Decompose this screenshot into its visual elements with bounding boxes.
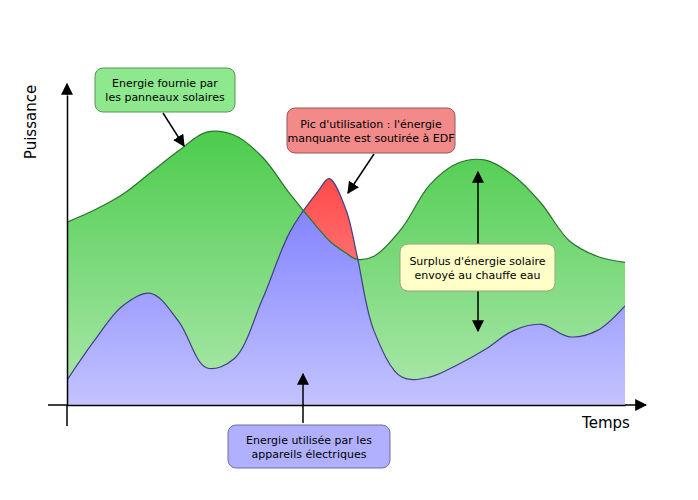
solar-area (67, 131, 625, 405)
annotation-arrow (477, 172, 479, 244)
use-line (67, 179, 625, 381)
chart: Temps Puissance Energie fournie parles pan… (0, 0, 698, 500)
axis-line (68, 405, 626, 407)
annotation-box (228, 425, 390, 468)
annotation-text: Energie utilisée par les (246, 434, 372, 447)
y-axis (67, 96, 68, 406)
annotation-text: manquante est soutirée à EDF (287, 132, 454, 145)
axis-extension (66, 405, 68, 426)
annotation-box (95, 68, 235, 112)
axis-arrows (48, 84, 646, 426)
annotation-arrow (348, 154, 374, 193)
annotation-text: envoyé au chauffe eau (414, 269, 540, 282)
annotation-text: appareils électriques (252, 448, 367, 461)
annotation-arrow (302, 374, 304, 423)
x-axis-title: Temps (581, 414, 630, 432)
annotation-box (287, 108, 455, 153)
annotation-text: Pic d'utilisation : l'énergie (300, 118, 442, 131)
annotation-arrow (477, 291, 479, 331)
axis-line (67, 96, 69, 406)
axis-arrow (625, 404, 646, 406)
y-axis-title: Puissance (22, 85, 40, 159)
x-axis (68, 405, 626, 406)
use-area (67, 179, 625, 405)
annotation-box (400, 244, 555, 291)
annotation-text: les panneaux solaires (105, 91, 225, 104)
annotation-text: Energie fournie par (112, 77, 218, 90)
annotation-text: Surplus d'énergie solaire (409, 255, 545, 268)
annotation: Pic d'utilisation : l'énergiemanquante e… (287, 108, 455, 193)
annotation-arrow (163, 113, 184, 146)
axis-extension (48, 404, 67, 406)
plot-area (67, 131, 625, 405)
annotations: Energie fournie parles panneaux solaires… (95, 68, 555, 468)
use-group (67, 179, 625, 405)
annotation: Energie fournie parles panneaux solaires (95, 68, 235, 146)
axis-arrow (66, 84, 68, 95)
annotation: Surplus d'énergie solaireenvoyé au chauf… (400, 244, 555, 291)
annotation: Energie utilisée par lesappareils électr… (228, 374, 390, 468)
